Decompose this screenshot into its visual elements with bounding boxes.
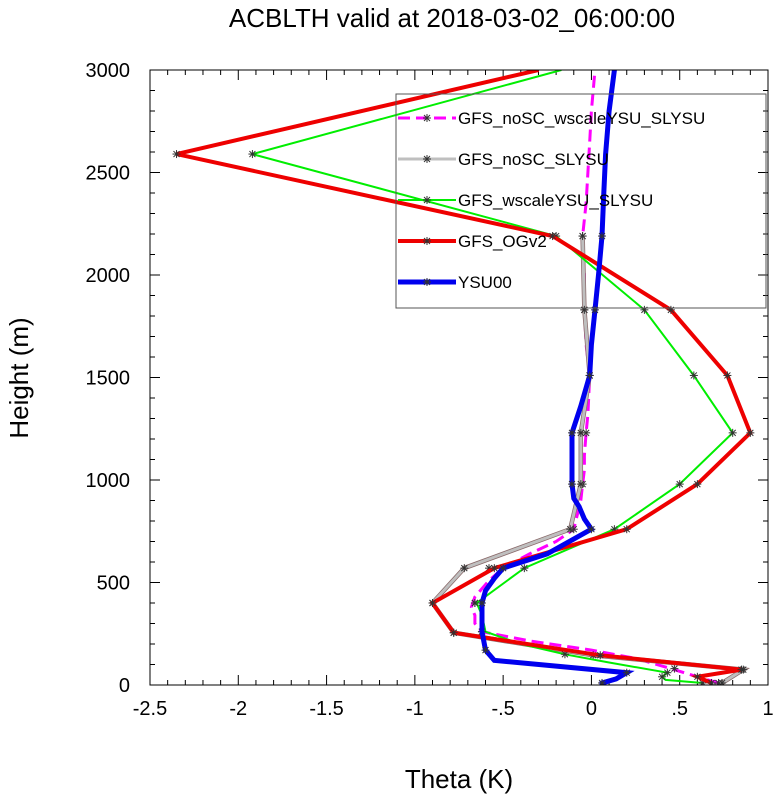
series-marker (746, 428, 755, 437)
series-marker (172, 150, 181, 159)
series-marker (548, 232, 557, 241)
series-marker (490, 564, 499, 573)
series-marker (723, 371, 732, 380)
series-marker (560, 650, 569, 659)
series-marker (580, 305, 589, 314)
series-marker (670, 664, 679, 673)
x-axis-label: Theta (K) (405, 764, 513, 794)
series-marker (658, 672, 667, 681)
series-marker (707, 678, 716, 685)
plot-series (172, 70, 755, 685)
series-marker (728, 428, 737, 437)
series-marker (587, 525, 596, 534)
series-marker (520, 564, 529, 573)
x-tick-label: 0 (586, 698, 597, 720)
x-tick-label: -2.5 (133, 698, 167, 720)
series-marker (248, 150, 257, 159)
series-marker (428, 599, 437, 607)
series-marker (622, 668, 631, 677)
series-marker (499, 564, 508, 573)
legend-item: YSU00 (398, 273, 512, 292)
series-marker (693, 672, 702, 681)
series-marker (578, 232, 587, 241)
chart-title: ACBLTH valid at 2018-03-02_06:00:00 (229, 3, 675, 33)
series-marker (640, 305, 649, 314)
series-marker (693, 480, 702, 489)
series-marker (481, 646, 490, 655)
legend-marker (423, 196, 431, 204)
x-tick-label: -1 (406, 698, 424, 720)
x-tick-label: -2 (229, 698, 247, 720)
y-tick-label: 500 (97, 573, 130, 595)
series-marker (576, 480, 585, 489)
series-marker (568, 480, 577, 489)
series-marker (576, 428, 585, 437)
y-tick-label: 2000 (86, 265, 131, 287)
y-tick-label: 0 (119, 675, 130, 697)
series-marker (663, 668, 672, 677)
series-marker (718, 678, 727, 685)
legend-label: YSU00 (458, 273, 512, 292)
legend-label: GFS_noSC_wscaleYSU_SLYSU (458, 109, 705, 128)
series-marker (449, 628, 458, 637)
series-marker (460, 564, 469, 573)
y-tick-label: 1000 (86, 470, 131, 492)
series-marker (470, 599, 479, 607)
legend-item: GFS_noSC_wscaleYSU_SLYSU (398, 109, 705, 128)
series-line-outline (429, 236, 751, 685)
series-line (430, 236, 748, 685)
x-tick-label: -1.5 (309, 698, 343, 720)
series-marker (598, 232, 607, 241)
series-marker (566, 525, 575, 534)
x-tick-label: -.5 (491, 698, 514, 720)
legend-item: GFS_OGv2 (398, 232, 547, 251)
legend-marker (423, 278, 431, 286)
x-tick-label: 1 (762, 698, 773, 720)
y-tick-label: 1500 (86, 368, 131, 390)
legend: GFS_noSC_wscaleYSU_SLYSU GFS_noSC_SLYSU GF… (395, 93, 767, 309)
series-marker (622, 525, 631, 534)
y-axis-label: Height (m) (4, 317, 34, 438)
series-marker (596, 651, 605, 660)
legend-item: GFS_wscaleYSU_SLYSU (398, 191, 653, 210)
legend-marker (423, 114, 431, 122)
series-marker (585, 371, 594, 380)
legend-label: GFS_OGv2 (458, 232, 547, 251)
y-tick-label: 3000 (86, 60, 131, 82)
series-marker (590, 305, 599, 314)
legend-item: GFS_noSC_SLYSU (398, 150, 609, 169)
series-marker (598, 678, 607, 685)
plot-frame (149, 69, 769, 686)
series-marker (737, 665, 746, 674)
series-marker (477, 599, 486, 607)
x-tick-label: .5 (671, 698, 688, 720)
legend-marker (423, 155, 431, 163)
legend-label: GFS_noSC_SLYSU (458, 150, 609, 169)
y-tick-label: 2500 (86, 163, 131, 185)
legend-box (395, 93, 767, 309)
legend-marker (423, 237, 431, 245)
series-marker (675, 480, 684, 489)
legend-label: GFS_wscaleYSU_SLYSU (458, 191, 653, 210)
series-marker (568, 428, 577, 437)
series-marker (666, 305, 675, 314)
series-marker (689, 371, 698, 380)
axis-tick-labels: -2.5 -2 -1.5 -1 -.5 0 .5 1 0 500 1000 1500 2000 2500 3… (86, 60, 774, 720)
